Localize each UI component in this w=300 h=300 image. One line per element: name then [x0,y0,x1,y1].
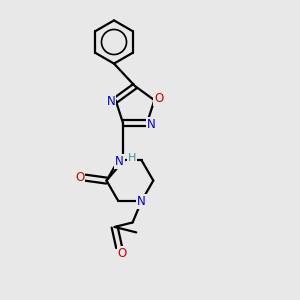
Text: N: N [137,195,146,208]
Text: H: H [128,152,136,163]
Text: N: N [107,95,116,108]
Text: O: O [75,171,84,184]
Text: N: N [147,118,156,131]
Text: O: O [154,92,164,105]
Text: O: O [118,247,127,260]
Text: N: N [115,154,124,168]
